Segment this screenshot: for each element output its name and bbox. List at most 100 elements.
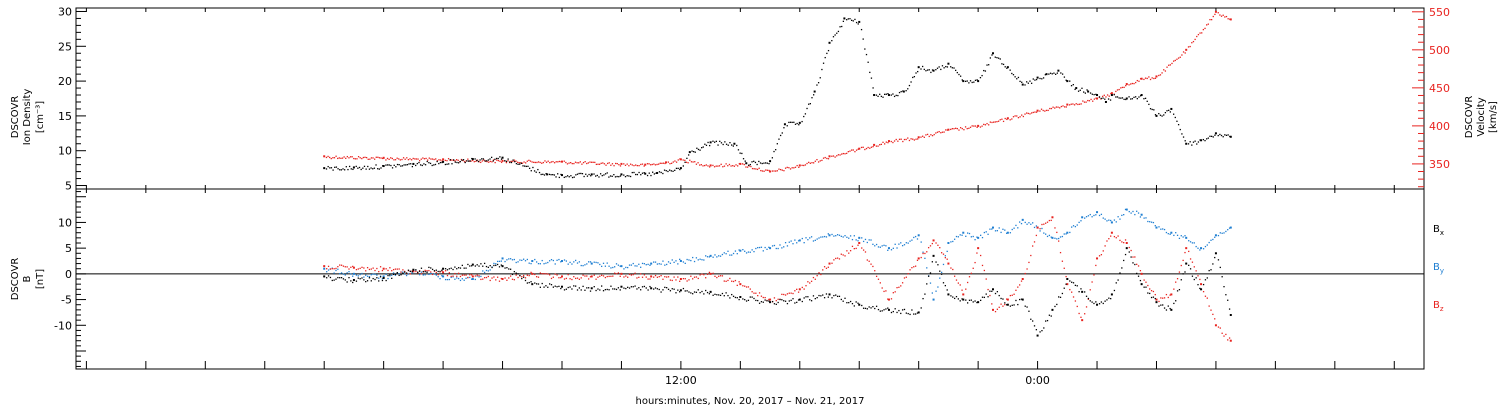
data-point <box>1214 10 1217 13</box>
data-dot <box>1125 98 1127 101</box>
data-dot <box>378 157 381 159</box>
data-dot <box>452 276 454 278</box>
data-dot <box>610 285 612 287</box>
data-dot <box>953 297 956 300</box>
data-dot <box>507 160 509 162</box>
data-dot <box>1006 67 1008 69</box>
data-dot <box>712 164 714 167</box>
data-dot <box>1228 337 1231 339</box>
data-dot <box>744 285 746 287</box>
data-dot <box>1054 73 1057 75</box>
data-dot <box>511 273 514 276</box>
data-point <box>352 166 355 169</box>
data-dot <box>1072 83 1074 86</box>
data-dot <box>768 169 770 172</box>
data-dot <box>463 279 465 281</box>
data-dot <box>372 277 374 280</box>
data-dot <box>361 272 363 275</box>
data-dot <box>365 270 367 272</box>
data-dot <box>589 161 591 163</box>
data-dot <box>822 294 824 296</box>
data-dot <box>1176 290 1179 292</box>
data-dot <box>669 262 672 264</box>
data-dot <box>887 307 889 309</box>
data-dot <box>959 75 962 77</box>
data-dot <box>660 171 662 174</box>
data-dot <box>690 259 692 262</box>
data-dot <box>812 94 815 96</box>
data-dot <box>968 299 971 301</box>
data-dot <box>935 290 937 292</box>
data-dot <box>1047 109 1049 112</box>
data-dot <box>1013 293 1015 295</box>
data-dot <box>1064 106 1066 108</box>
data-dot <box>527 165 529 167</box>
data-dot <box>1089 300 1091 302</box>
data-dot <box>955 127 957 129</box>
data-dot <box>1100 213 1103 216</box>
data-point <box>1036 334 1039 337</box>
data-point <box>739 162 742 165</box>
data-dot <box>807 239 809 241</box>
data-point <box>917 311 920 314</box>
data-dot <box>1149 108 1152 110</box>
data-dot <box>1214 318 1216 320</box>
data-dot <box>444 270 447 272</box>
data-point <box>1036 76 1039 79</box>
data-point <box>1170 293 1173 296</box>
data-dot <box>1139 270 1142 272</box>
data-dot <box>563 176 565 179</box>
data-dot <box>1046 319 1049 322</box>
data-point <box>947 262 950 265</box>
data-dot <box>686 258 688 261</box>
data-dot <box>1148 76 1150 78</box>
data-dot <box>961 234 963 236</box>
data-dot <box>497 157 499 160</box>
data-dot <box>776 143 778 145</box>
data-dot <box>696 147 698 149</box>
data-dot <box>1048 314 1051 316</box>
data-dot <box>742 248 744 251</box>
data-dot <box>615 288 618 291</box>
data-dot <box>846 19 848 21</box>
data-point <box>1125 247 1128 250</box>
data-dot <box>1221 276 1223 278</box>
data-dot <box>706 256 709 258</box>
data-dot <box>525 162 527 164</box>
data-dot <box>1104 245 1106 247</box>
data-dot <box>805 237 807 239</box>
data-dot <box>456 161 458 164</box>
data-point <box>560 260 563 262</box>
data-dot <box>332 169 334 171</box>
data-point <box>620 285 623 288</box>
data-dot <box>760 301 763 303</box>
data-dot <box>504 267 506 269</box>
velocity-ylabel-line3: [km/s] <box>1488 101 1499 133</box>
data-dot <box>610 267 612 269</box>
data-dot <box>755 299 757 302</box>
data-dot <box>1162 297 1164 299</box>
data-dot <box>394 273 397 275</box>
data-dot <box>880 143 883 146</box>
data-dot <box>786 293 789 295</box>
data-dot <box>684 278 686 280</box>
data-dot <box>330 157 332 160</box>
data-dot <box>719 275 722 277</box>
data-dot <box>446 274 449 277</box>
data-dot <box>427 159 429 161</box>
data-dot <box>1204 245 1207 248</box>
data-dot <box>945 65 947 68</box>
data-dot <box>727 165 729 167</box>
data-dot <box>842 236 844 238</box>
data-dot <box>953 67 955 69</box>
data-dot <box>571 288 573 290</box>
data-dot <box>330 167 333 169</box>
data-dot <box>604 288 607 291</box>
data-dot <box>1043 223 1045 225</box>
data-dot <box>812 276 815 279</box>
data-dot <box>553 174 556 176</box>
data-dot <box>929 282 932 284</box>
data-dot <box>1026 268 1028 270</box>
data-point <box>813 90 816 93</box>
data-dot <box>398 158 400 160</box>
